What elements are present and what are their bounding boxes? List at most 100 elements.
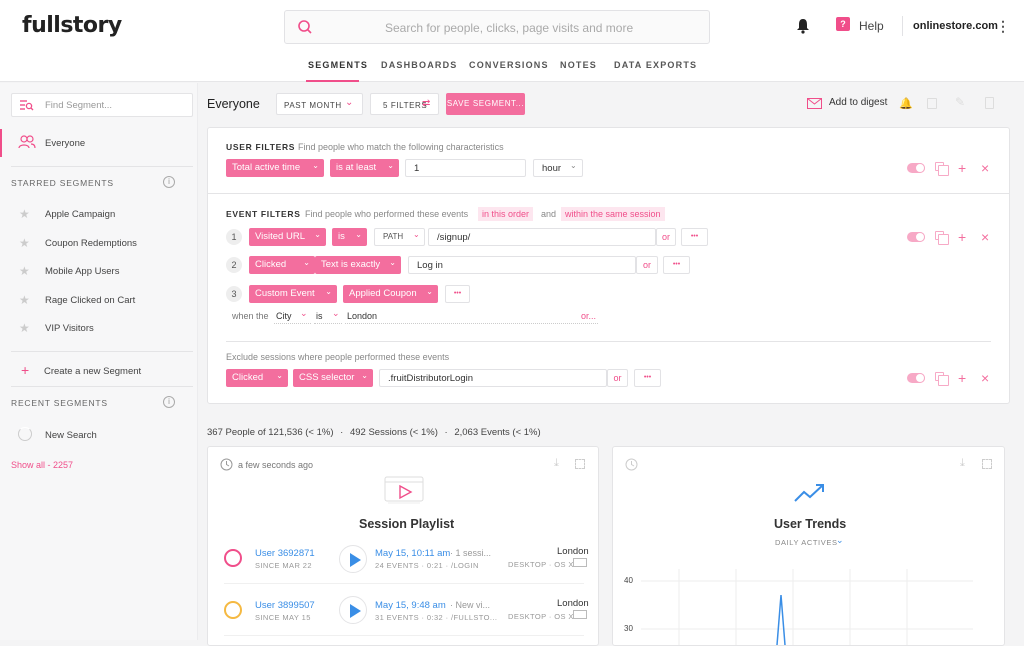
unit-select[interactable]: hour ⌄	[533, 159, 583, 177]
copy-filter-icon[interactable]	[935, 372, 949, 386]
info-icon[interactable]: i	[163, 396, 175, 408]
filters-toggle[interactable]: 5 FILTERS ⇄	[370, 93, 439, 115]
url-part-select[interactable]: PATH ⌄	[374, 228, 425, 246]
custom-event-value: Applied Coupon	[349, 288, 417, 299]
help-icon[interactable]: ?	[836, 17, 850, 31]
sidebar-item-new-search[interactable]: New Search	[45, 430, 97, 441]
order-toggle[interactable]: in this order	[478, 207, 534, 221]
global-search[interactable]: Search for people, clicks, page visits a…	[284, 10, 710, 44]
more-options-button[interactable]: •••	[634, 369, 661, 387]
trends-chart: 40 30	[624, 569, 973, 645]
metric-select[interactable]: DAILY ACTIVES	[775, 538, 838, 547]
exclude-operator-select[interactable]: CSS selector ⌄	[293, 369, 373, 387]
event-type-select[interactable]: Custom Event ⌄	[249, 285, 337, 303]
time-range-select[interactable]: PAST MONTH ⌄	[276, 93, 363, 115]
find-segment-input[interactable]: Find Segment...	[45, 100, 113, 111]
or-link[interactable]: or...	[581, 311, 597, 321]
tab-dashboards[interactable]: DASHBOARDS	[381, 60, 458, 70]
exclude-event-type-select[interactable]: Clicked ⌄	[226, 369, 288, 387]
remove-filter-icon[interactable]: ×	[981, 160, 990, 176]
session-toggle[interactable]: within the same session	[561, 207, 665, 221]
event-type-select[interactable]: Clicked ⌄	[249, 256, 315, 274]
filter-toggle[interactable]	[907, 232, 925, 242]
trash-icon[interactable]	[985, 97, 994, 109]
event-operator-select[interactable]: is ⌄	[332, 228, 367, 246]
plus-icon[interactable]: +	[21, 362, 30, 378]
expand-icon[interactable]	[575, 459, 585, 469]
sessions-count: 492 Sessions (< 1%)	[349, 427, 438, 438]
star-icon[interactable]: ★	[19, 321, 30, 335]
user-link[interactable]: User 3692871	[255, 548, 315, 559]
play-session-button[interactable]	[339, 596, 367, 624]
notification-bell-icon[interactable]: 🔔	[899, 98, 913, 110]
user-link[interactable]: User 3899507	[255, 600, 315, 611]
more-options-button[interactable]: •••	[445, 285, 470, 303]
bell-icon[interactable]	[796, 18, 810, 34]
star-icon[interactable]: ★	[19, 293, 30, 307]
chevron-down-icon: ⌄	[276, 371, 283, 380]
find-segment-field[interactable]: Find Segment...	[11, 93, 193, 117]
tab-notes[interactable]: NOTES	[560, 60, 598, 70]
sidebar-item-rage-clicked[interactable]: Rage Clicked on Cart	[45, 295, 136, 306]
tab-segments[interactable]: SEGMENTS	[308, 60, 369, 70]
session-time-link[interactable]: May 15, 10:11 am	[375, 548, 451, 559]
text-value-input[interactable]: Log in	[408, 256, 636, 274]
download-icon[interactable]: ⤓	[554, 457, 559, 469]
property-operator-select[interactable]: is	[316, 311, 323, 321]
or-button[interactable]: or	[656, 228, 676, 246]
user-operator-select[interactable]: is at least ⌄	[330, 159, 399, 177]
more-options-button[interactable]: •••	[681, 228, 708, 246]
divider	[902, 16, 903, 36]
add-filter-icon[interactable]: +	[958, 160, 967, 176]
star-icon[interactable]: ★	[19, 207, 30, 221]
filter-toggle[interactable]	[907, 163, 925, 173]
download-icon[interactable]: ⤓	[960, 457, 965, 469]
user-value-input[interactable]: 1	[405, 159, 526, 177]
org-name[interactable]: onlinestore.com	[913, 20, 998, 32]
star-icon[interactable]: ★	[19, 264, 30, 278]
remove-filter-icon[interactable]: ×	[981, 229, 990, 245]
or-button[interactable]: or	[636, 256, 658, 274]
copy-filter-icon[interactable]	[935, 162, 949, 176]
sidebar-item-coupon-redemptions[interactable]: Coupon Redemptions	[45, 238, 137, 249]
save-segment-button[interactable]: SAVE SEGMENT...	[446, 93, 525, 115]
sidebar-item-apple-campaign[interactable]: Apple Campaign	[45, 209, 116, 220]
info-icon[interactable]: i	[163, 176, 175, 188]
event-type-select[interactable]: Visited URL ⌄	[249, 228, 326, 246]
filter-toggle[interactable]	[907, 373, 925, 383]
kebab-menu-icon[interactable]: ⋮	[996, 18, 1010, 34]
url-value-input[interactable]: /signup/	[428, 228, 656, 246]
css-selector-input[interactable]: .fruitDistributorLogin	[379, 369, 607, 387]
event-operator-select[interactable]: Text is exactly ⌄	[315, 256, 401, 274]
sidebar-item-mobile-app-users[interactable]: Mobile App Users	[45, 266, 120, 277]
or-button[interactable]: or	[607, 369, 628, 387]
time-range-value: PAST MONTH	[284, 101, 342, 110]
add-to-digest-button[interactable]: Add to digest	[829, 97, 888, 108]
expand-icon[interactable]	[982, 459, 992, 469]
search-input[interactable]: Search for people, clicks, page visits a…	[385, 21, 634, 35]
tab-data-exports[interactable]: DATA EXPORTS	[614, 60, 698, 70]
custom-event-select[interactable]: Applied Coupon ⌄	[343, 285, 438, 303]
tab-conversions[interactable]: CONVERSIONS	[469, 60, 549, 70]
star-icon[interactable]: ★	[19, 236, 30, 250]
sidebar-item-everyone[interactable]: Everyone	[0, 129, 197, 157]
user-field-select[interactable]: Total active time ⌄	[226, 159, 324, 177]
sidebar-item-vip-visitors[interactable]: VIP Visitors	[45, 323, 94, 334]
show-all-link[interactable]: Show all - 2257	[11, 460, 74, 470]
play-session-button[interactable]	[339, 545, 367, 573]
remove-filter-icon[interactable]: ×	[981, 370, 990, 386]
mail-icon[interactable]	[807, 98, 822, 109]
more-options-button[interactable]: •••	[663, 256, 690, 274]
add-filter-icon[interactable]: +	[958, 370, 967, 386]
copy-icon[interactable]	[927, 98, 937, 109]
help-link[interactable]: Help	[859, 19, 884, 33]
add-filter-icon[interactable]: +	[958, 229, 967, 245]
copy-filter-icon[interactable]	[935, 231, 949, 245]
property-select[interactable]: City	[276, 311, 292, 321]
create-segment-link[interactable]: Create a new Segment	[44, 366, 142, 377]
events-count: 2,063 Events (< 1%)	[454, 427, 541, 438]
property-value-input[interactable]: London	[347, 311, 378, 321]
edit-icon[interactable]: ✎	[955, 95, 966, 109]
session-time-link[interactable]: May 15, 9:48 am	[375, 600, 446, 611]
app-logo[interactable]: fullstory	[22, 13, 122, 38]
